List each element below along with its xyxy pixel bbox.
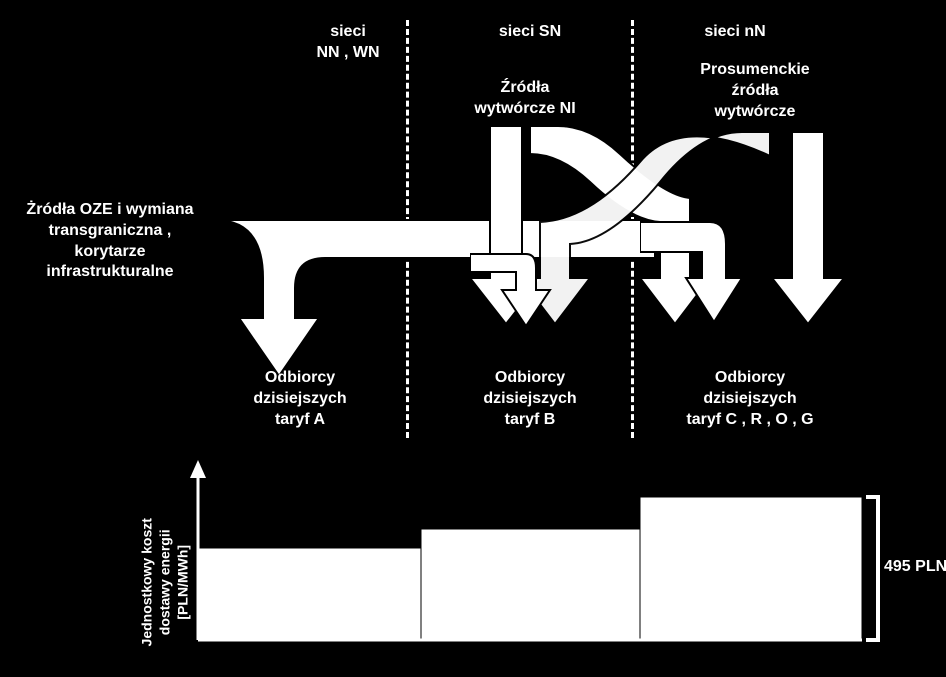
right-value: 495 PLN xyxy=(884,557,946,578)
y-axis-label: Jednostkowy koszt dostawy energii [PLN/M… xyxy=(138,487,193,677)
t: Jednostkowy koszt xyxy=(139,518,155,646)
bar-a xyxy=(198,548,421,640)
bar-c xyxy=(640,497,862,640)
t: dostawy energii xyxy=(157,529,173,635)
bar-b xyxy=(421,529,640,640)
t: 495 PLN xyxy=(884,558,946,575)
t: [PLN/MWh] xyxy=(175,545,191,620)
